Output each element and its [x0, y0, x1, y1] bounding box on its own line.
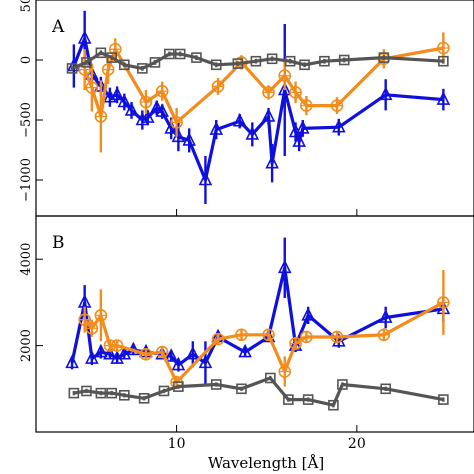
data-point	[158, 385, 170, 397]
data-point	[295, 120, 310, 134]
series-triangle	[65, 237, 451, 385]
data-point	[378, 309, 393, 323]
data-point	[149, 99, 164, 114]
data-point	[164, 48, 175, 60]
data-point	[191, 52, 202, 63]
data-point	[265, 372, 276, 384]
data-point	[266, 53, 278, 65]
data-point	[65, 354, 79, 369]
data-point	[81, 385, 92, 397]
data-point	[299, 59, 310, 71]
data-point	[186, 345, 200, 360]
data-point	[332, 118, 346, 133]
y-tick-label: 4000	[19, 243, 34, 276]
data-point	[138, 393, 150, 404]
x-axis-label: Wavelength [Å]	[208, 454, 324, 472]
data-point	[110, 86, 124, 101]
data-point	[85, 350, 99, 364]
data-point	[106, 387, 118, 399]
data-point	[66, 63, 78, 74]
panel-A: A 500 0 −500 −1000	[19, 0, 474, 217]
data-point	[238, 343, 252, 358]
series-circle	[78, 270, 450, 389]
data-point	[103, 345, 117, 360]
y-tick-label: −500	[19, 102, 34, 138]
data-point	[277, 259, 292, 274]
data-point	[164, 348, 178, 362]
data-point	[302, 394, 314, 405]
series-line	[83, 300, 445, 384]
data-point	[95, 47, 107, 59]
data-point	[81, 57, 92, 68]
data-point	[232, 112, 247, 127]
data-point	[265, 154, 279, 169]
data-point	[438, 394, 449, 405]
data-point	[284, 55, 296, 67]
data-point	[94, 343, 108, 358]
x-tick-label: 10	[168, 436, 186, 452]
data-point	[245, 126, 260, 140]
data-point	[319, 55, 330, 67]
data-point	[283, 394, 294, 405]
y-tick-label: 0	[19, 56, 34, 64]
y-tick-label: 500	[19, 0, 34, 12]
data-point	[106, 52, 118, 63]
data-point	[436, 91, 451, 105]
data-point	[140, 109, 155, 123]
data-point	[261, 108, 276, 122]
data-point	[117, 345, 132, 360]
data-point	[149, 57, 161, 68]
data-point	[124, 102, 139, 116]
data-point	[174, 48, 186, 60]
data-point	[68, 387, 80, 399]
data-point	[338, 54, 350, 66]
data-point	[119, 389, 130, 401]
panel-label: A	[51, 17, 65, 37]
data-point	[301, 307, 315, 321]
data-point	[328, 399, 339, 411]
data-point	[292, 133, 306, 147]
data-point	[77, 30, 92, 44]
data-point	[95, 387, 107, 399]
panel-label: B	[52, 233, 65, 253]
data-point	[232, 58, 244, 69]
data-point	[378, 52, 390, 63]
series-circle	[78, 32, 450, 153]
series-square	[68, 372, 449, 411]
data-point	[378, 86, 393, 101]
data-point	[137, 63, 148, 74]
data-point	[198, 171, 213, 186]
panel-B: B 4000 2000 10 20	[19, 215, 474, 452]
data-point	[173, 381, 184, 392]
data-point	[250, 55, 262, 67]
data-point	[182, 132, 197, 146]
y-tick-label: 2000	[19, 329, 34, 362]
data-point	[171, 356, 186, 371]
plot-area	[65, 237, 451, 411]
data-point	[288, 337, 303, 351]
data-point	[119, 59, 130, 71]
data-point	[236, 383, 247, 395]
y-tick-label: −1000	[19, 158, 34, 202]
data-point	[210, 379, 222, 390]
data-point	[209, 121, 224, 135]
series-triangle	[67, 10, 451, 204]
data-point	[380, 383, 391, 395]
data-point	[117, 93, 132, 108]
plot-area	[66, 10, 451, 204]
data-point	[277, 81, 292, 96]
data-point	[135, 111, 150, 126]
data-point	[438, 55, 449, 67]
data-point	[155, 103, 169, 117]
series-square	[66, 47, 449, 74]
x-tick-label: 20	[348, 436, 366, 452]
plot-frame	[35, 215, 474, 433]
data-point	[198, 354, 213, 369]
data-point	[337, 379, 348, 390]
data-point	[210, 59, 222, 71]
series-line	[71, 51, 444, 71]
